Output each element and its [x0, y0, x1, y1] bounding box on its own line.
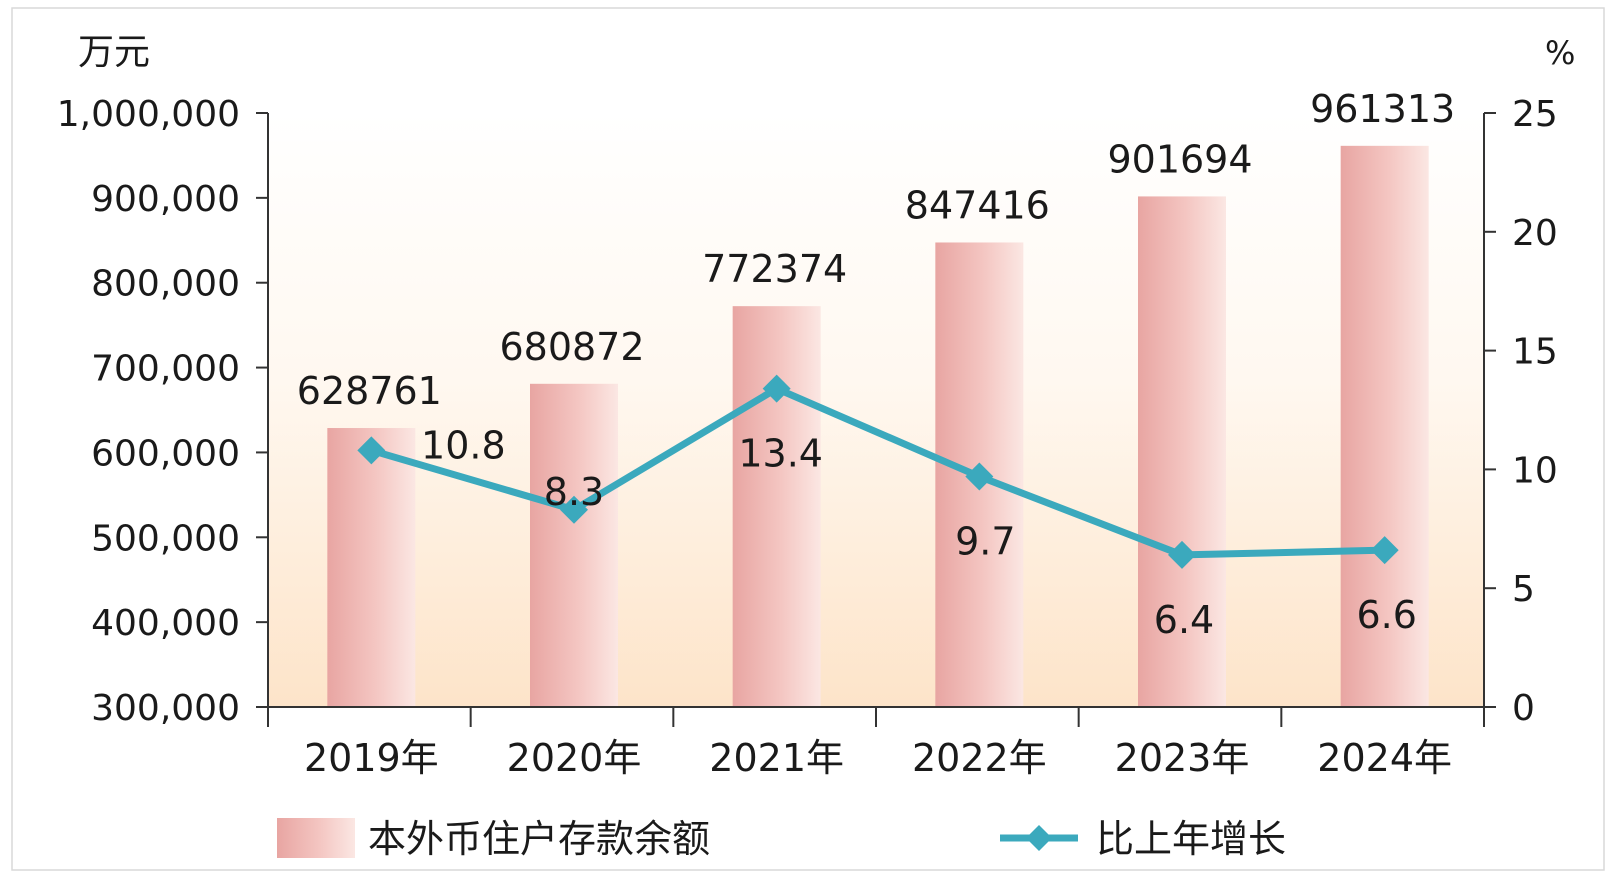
left-axis-unit-label: 万元 — [78, 32, 150, 73]
growth-value-label-4: 6.4 — [1154, 598, 1214, 642]
legend-line-label: 比上年增长 — [1096, 817, 1286, 861]
legend-bar-label: 本外币住户存款余额 — [368, 817, 710, 861]
growth-line-layer — [357, 374, 1399, 569]
bar-value-label-0: 628761 — [297, 369, 442, 413]
growth-marker-2 — [762, 374, 791, 403]
growth-line — [370, 385, 1385, 559]
bar-4 — [1138, 196, 1226, 707]
x-tick-label-4: 2023年 — [1115, 736, 1250, 780]
bar-0 — [327, 428, 416, 707]
growth-value-label-5: 6.6 — [1356, 593, 1416, 637]
right-tick-label-4: 20 — [1512, 213, 1558, 254]
bar-value-label-5: 961313 — [1310, 87, 1455, 131]
growth-marker-5 — [1370, 536, 1399, 565]
right-tick-label-2: 10 — [1512, 450, 1558, 491]
bar-value-label-1: 680872 — [499, 325, 644, 369]
bar-value-label-3: 847416 — [905, 183, 1050, 227]
growth-value-label-3: 9.7 — [955, 520, 1015, 564]
right-tick-label-1: 5 — [1512, 569, 1535, 610]
bar-value-label-2: 772374 — [702, 247, 847, 291]
legend: 本外币住户存款余额 比上年增长 — [277, 817, 1286, 861]
axes-layer: 300,000 400,000 500,000 600,000 700,000 800,0… — [57, 94, 1558, 780]
legend-bar-swatch — [277, 818, 355, 858]
x-tick-label-3: 2022年 — [912, 736, 1047, 780]
left-tick-label-5: 800,000 — [91, 264, 240, 305]
right-axis-unit-label: % — [1545, 34, 1575, 72]
growth-value-label-2: 13.4 — [738, 432, 823, 476]
right-tick-label-0: 0 — [1512, 688, 1535, 729]
left-tick-label-4: 700,000 — [91, 349, 240, 390]
x-tick-label-0: 2019年 — [304, 736, 439, 780]
data-labels-layer: 628761 680872 772374 847416 901694 961313 10.8… — [297, 87, 1455, 642]
growth-marker-3 — [965, 462, 994, 491]
growth-value-label-0: 10.8 — [421, 423, 506, 467]
bar-5 — [1340, 145, 1429, 708]
growth-value-label-1: 8.3 — [544, 470, 604, 514]
bars-layer — [327, 145, 1429, 708]
growth-marker-0 — [357, 436, 386, 465]
x-tick-label-5: 2024年 — [1317, 736, 1452, 780]
right-tick-label-3: 15 — [1512, 332, 1558, 373]
bar-value-label-4: 901694 — [1107, 137, 1252, 181]
x-tick-label-1: 2020年 — [507, 736, 642, 780]
legend-line-marker — [1026, 825, 1052, 851]
growth-marker-1 — [560, 495, 588, 524]
left-tick-label-0: 300,000 — [91, 688, 240, 729]
growth-marker-4 — [1168, 540, 1196, 569]
left-tick-label-1: 400,000 — [91, 603, 240, 644]
left-tick-label-3: 600,000 — [91, 433, 240, 474]
plot-background — [268, 113, 1484, 707]
left-tick-label-2: 500,000 — [91, 518, 240, 559]
bar-1 — [530, 383, 618, 707]
left-tick-label-7: 1,000,000 — [57, 94, 240, 135]
x-tick-label-2: 2021年 — [709, 736, 844, 780]
left-tick-label-6: 900,000 — [91, 179, 240, 220]
bar-2 — [732, 306, 821, 707]
right-tick-label-5: 25 — [1512, 94, 1558, 135]
